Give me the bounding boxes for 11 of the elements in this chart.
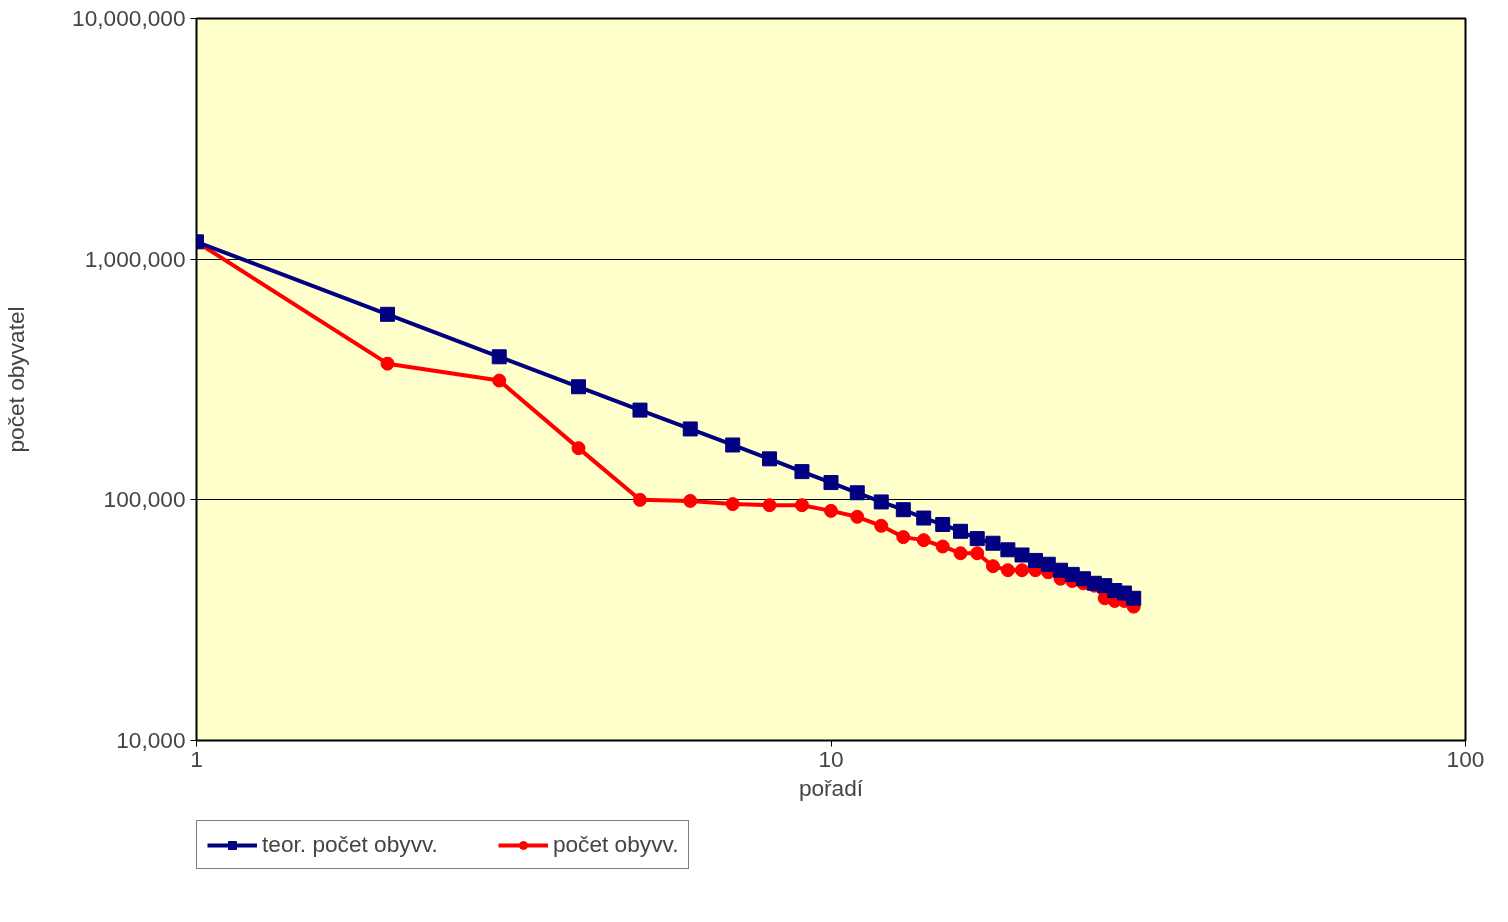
x-axis-title: pořadí [798,774,864,801]
x-tick-label: 100 [1446,745,1485,772]
legend-label: teor. počet obyvv. [262,831,438,858]
y-tick-label: 1,000,000 [84,245,186,272]
x-tick-label: 1 [190,745,203,772]
y-axis-title: počet obyvatel [3,306,30,453]
y-tick-label: 100,000 [103,486,186,513]
y-tick-label: 10,000,000 [72,5,186,31]
y-tick-label: 10,000 [116,727,186,753]
x-tick-label: 10 [818,745,844,772]
legend-label: počet obyvv. [552,831,679,858]
